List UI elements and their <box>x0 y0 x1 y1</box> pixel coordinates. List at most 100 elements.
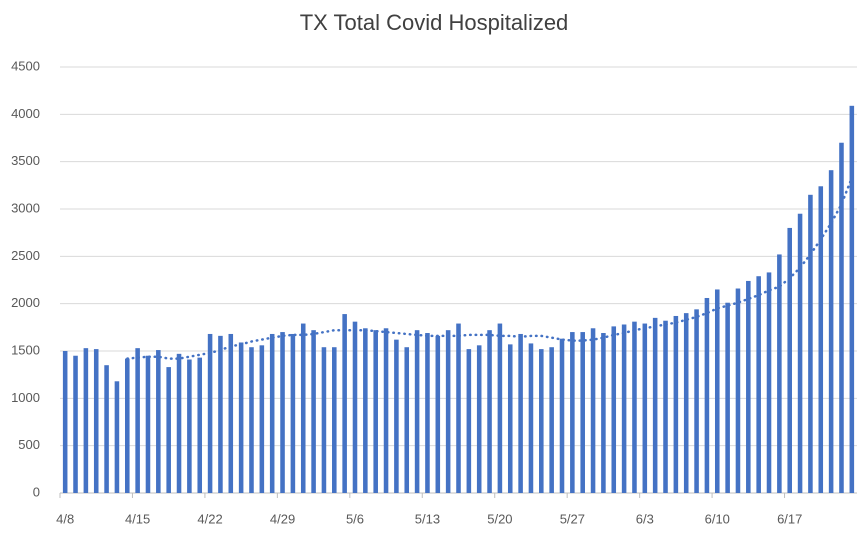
bar <box>62 351 68 493</box>
bar <box>777 254 782 493</box>
bar <box>207 333 213 493</box>
bar <box>456 323 461 493</box>
bar <box>673 315 679 493</box>
bar <box>238 342 244 493</box>
bar <box>197 357 203 493</box>
bar <box>766 272 772 493</box>
bar <box>228 333 234 493</box>
bar <box>249 347 254 493</box>
x-tick-label: 5/6 <box>346 511 364 526</box>
bar <box>528 343 534 493</box>
bar <box>549 347 554 493</box>
chart-title: TX Total Covid Hospitalized <box>300 10 569 35</box>
bar <box>497 323 503 493</box>
bar <box>725 302 730 493</box>
bar <box>218 335 223 493</box>
bar <box>642 323 648 493</box>
bar <box>601 333 606 493</box>
y-tick-label: 1500 <box>11 342 40 357</box>
bar <box>580 332 585 493</box>
x-tick-label: 5/20 <box>487 511 512 526</box>
x-tick-label: 5/27 <box>560 511 585 526</box>
bar <box>476 345 482 493</box>
bar <box>352 321 358 493</box>
bar <box>290 333 296 493</box>
bar <box>280 332 285 493</box>
bar <box>363 328 368 493</box>
bar <box>714 289 720 493</box>
bar <box>621 324 627 493</box>
bar <box>559 338 565 493</box>
y-tick-label: 2000 <box>11 295 40 310</box>
x-tick-label: 6/17 <box>777 511 802 526</box>
bar <box>518 333 523 493</box>
bar <box>828 170 834 494</box>
bar <box>187 359 192 493</box>
y-tick-label: 500 <box>18 437 40 452</box>
bar <box>321 347 327 493</box>
bar <box>93 349 99 493</box>
bar <box>83 348 89 493</box>
bar <box>787 227 792 493</box>
bar <box>735 288 741 493</box>
bar <box>125 358 130 493</box>
y-tick-label: 1000 <box>11 390 40 405</box>
bar <box>156 350 161 493</box>
x-tick-label: 4/22 <box>197 511 222 526</box>
x-tick-label: 5/13 <box>415 511 440 526</box>
bar <box>756 276 761 493</box>
x-tick-label: 4/8 <box>56 511 74 526</box>
bar <box>145 355 151 493</box>
bar <box>114 381 120 493</box>
bar <box>269 333 275 493</box>
y-tick-label: 3500 <box>11 153 40 168</box>
bar <box>435 335 441 493</box>
y-tick-label: 0 <box>33 484 40 499</box>
bar <box>425 333 430 493</box>
bar <box>445 330 451 493</box>
bar <box>797 213 803 493</box>
bar <box>394 339 399 493</box>
bar <box>694 309 699 493</box>
bar <box>414 330 420 493</box>
bar <box>466 349 472 493</box>
bar <box>849 105 855 494</box>
bar <box>808 194 813 494</box>
bar <box>539 349 544 493</box>
bar <box>632 321 637 493</box>
bar <box>507 344 513 493</box>
bar <box>663 320 668 493</box>
y-tick-label: 2500 <box>11 248 40 263</box>
x-tick-label: 4/15 <box>125 511 150 526</box>
bar <box>404 347 410 493</box>
bar <box>73 355 78 493</box>
bar <box>704 297 710 493</box>
bar <box>166 367 171 493</box>
bar <box>311 330 316 493</box>
y-tick-label: 4500 <box>11 58 40 73</box>
y-tick-label: 4000 <box>11 106 40 121</box>
bar <box>652 317 658 493</box>
y-tick-label: 3000 <box>11 200 40 215</box>
bar <box>611 326 617 493</box>
bar <box>570 332 575 493</box>
x-tick-label: 4/29 <box>270 511 295 526</box>
bar <box>590 328 596 493</box>
bar <box>342 314 347 493</box>
x-tick-label: 6/10 <box>705 511 730 526</box>
bar <box>487 330 492 493</box>
bar <box>300 323 306 493</box>
bar <box>373 330 378 493</box>
bar <box>259 345 265 493</box>
bar <box>746 280 751 493</box>
bar <box>104 365 109 493</box>
x-tick-label: 6/3 <box>636 511 654 526</box>
bar <box>176 353 182 493</box>
bar <box>332 347 337 493</box>
bar <box>683 313 689 493</box>
bar <box>839 142 844 493</box>
bar <box>135 348 140 493</box>
bar <box>818 186 824 493</box>
